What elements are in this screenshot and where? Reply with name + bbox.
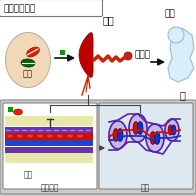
Ellipse shape	[113, 129, 119, 141]
Ellipse shape	[133, 122, 139, 134]
Ellipse shape	[5, 33, 51, 87]
Text: 健康: 健康	[165, 9, 175, 18]
Bar	[5, 140, 93, 146]
Ellipse shape	[16, 134, 24, 138]
FancyBboxPatch shape	[0, 100, 196, 194]
Ellipse shape	[6, 134, 14, 138]
Ellipse shape	[46, 134, 54, 138]
FancyBboxPatch shape	[0, 0, 103, 16]
Ellipse shape	[117, 129, 123, 141]
Ellipse shape	[172, 125, 176, 135]
Ellipse shape	[21, 59, 35, 67]
Ellipse shape	[27, 47, 39, 57]
Ellipse shape	[14, 109, 23, 115]
FancyBboxPatch shape	[3, 103, 97, 189]
Ellipse shape	[154, 132, 160, 144]
Bar	[5, 116, 93, 126]
Ellipse shape	[66, 134, 74, 138]
Circle shape	[168, 27, 184, 43]
Ellipse shape	[129, 114, 147, 142]
Polygon shape	[168, 28, 194, 82]
Bar	[0, 0, 196, 100]
Text: 胎盘: 胎盘	[102, 15, 114, 25]
FancyBboxPatch shape	[99, 103, 193, 189]
Text: 胎: 胎	[179, 90, 185, 100]
Circle shape	[124, 52, 132, 60]
Ellipse shape	[150, 132, 156, 144]
Text: 药物: 药物	[23, 70, 33, 79]
Bar	[5, 147, 93, 153]
Text: 屏障细胞: 屏障细胞	[41, 183, 59, 192]
Ellipse shape	[165, 119, 179, 141]
Ellipse shape	[36, 134, 44, 138]
FancyBboxPatch shape	[8, 107, 13, 112]
Text: 的胎盘透过性: 的胎盘透过性	[3, 5, 35, 14]
Text: 绒毛: 绒毛	[140, 183, 150, 192]
Bar	[5, 133, 93, 140]
Bar	[5, 153, 93, 163]
Text: 血液: 血液	[23, 170, 33, 179]
Ellipse shape	[26, 134, 34, 138]
Ellipse shape	[76, 134, 83, 138]
Bar	[5, 127, 93, 133]
Ellipse shape	[137, 122, 143, 134]
Ellipse shape	[168, 125, 172, 135]
Text: 透过？: 透过？	[135, 51, 151, 60]
Bar	[0, 100, 196, 196]
Polygon shape	[79, 33, 93, 77]
Ellipse shape	[56, 134, 64, 138]
FancyBboxPatch shape	[60, 50, 65, 55]
Ellipse shape	[146, 124, 164, 152]
Ellipse shape	[109, 121, 127, 149]
